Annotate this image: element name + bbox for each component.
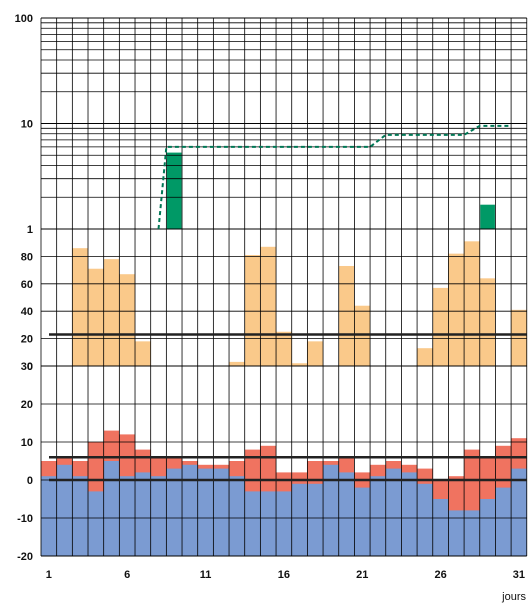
min-temp-bar (385, 468, 402, 556)
min-temp-bar (213, 468, 230, 556)
y-tick-label-80: 80 (21, 251, 33, 263)
precip-bar (432, 287, 449, 366)
y-tick-label-30: 30 (21, 361, 33, 373)
precip-bar (103, 259, 120, 366)
y-tick-label-40: 40 (21, 306, 33, 318)
precip-bar (135, 341, 151, 366)
precip-bar (511, 309, 527, 366)
y-tick-label-0: 0 (27, 361, 33, 373)
precip-bar (338, 265, 355, 366)
min-temp-bar (260, 491, 277, 556)
precip-bar (464, 241, 480, 366)
min-temp-bar (244, 491, 261, 556)
precip-bar (479, 278, 496, 366)
x-tick-label-11: 11 (200, 569, 212, 581)
precip-bar (229, 361, 245, 366)
precip-bar (72, 248, 89, 366)
min-temp-bar (72, 476, 89, 556)
cumulative-step-line (157, 124, 512, 230)
min-temp-bar (338, 472, 355, 556)
min-temp-bar (495, 487, 512, 556)
min-temp-bar (479, 499, 496, 556)
event-bar (480, 204, 495, 229)
min-temp-bar (56, 464, 73, 556)
x-tick-label-31: 31 (513, 569, 525, 581)
y-tick-label-10: 10 (21, 119, 33, 131)
y-tick-label--20: -20 (17, 551, 33, 563)
y-tick-label-100: 100 (15, 13, 33, 25)
precip-bar (307, 341, 324, 366)
min-temp-bar (88, 491, 104, 556)
precip-bar (417, 348, 433, 366)
min-temp-bar (401, 472, 418, 556)
min-temp-bar (307, 483, 324, 556)
min-temp-bar (229, 476, 245, 556)
event-bar (166, 152, 182, 229)
x-tick-label-6: 6 (124, 569, 130, 581)
precip-bar (276, 331, 292, 366)
precip-bar (291, 363, 308, 366)
min-temp-bar (166, 468, 183, 556)
min-temp-bar (354, 487, 371, 556)
min-temp-bar (135, 472, 151, 556)
precip-bar (260, 246, 277, 366)
min-temp-bar (119, 476, 136, 556)
min-temp-bar (182, 464, 198, 556)
min-temp-bar (197, 468, 214, 556)
y-tick-label-10: 10 (21, 437, 33, 449)
min-temp-bar (276, 491, 292, 556)
x-tick-label-21: 21 (356, 569, 368, 581)
precip-bar (448, 253, 465, 366)
min-temp-bar (41, 476, 57, 556)
precip-bar (244, 255, 261, 366)
min-temp-bar (448, 510, 465, 556)
min-temp-bar (323, 464, 339, 556)
min-temp-bar (417, 483, 433, 556)
precip-bar (119, 274, 136, 366)
min-temp-bar (432, 499, 449, 556)
precip-bar (88, 268, 104, 366)
y-tick-label-0: 0 (27, 475, 33, 487)
x-axis-unit-label: jours (501, 591, 526, 603)
y-tick-label--10: -10 (17, 513, 33, 525)
y-tick-label-1: 1 (27, 224, 33, 236)
min-temp-bar (511, 468, 527, 556)
min-temp-bar (150, 476, 167, 556)
precip-bar (354, 305, 371, 366)
x-tick-label-1: 1 (46, 569, 52, 581)
x-tick-label-16: 16 (278, 569, 290, 581)
min-temp-bar (103, 461, 120, 556)
y-tick-label-20: 20 (21, 399, 33, 411)
min-temp-bar (291, 483, 308, 556)
y-tick-label-60: 60 (21, 279, 33, 291)
min-temp-bar (464, 510, 480, 556)
x-tick-label-26: 26 (434, 569, 446, 581)
min-temp-bar (370, 476, 386, 556)
y-tick-label-20: 20 (21, 334, 33, 346)
